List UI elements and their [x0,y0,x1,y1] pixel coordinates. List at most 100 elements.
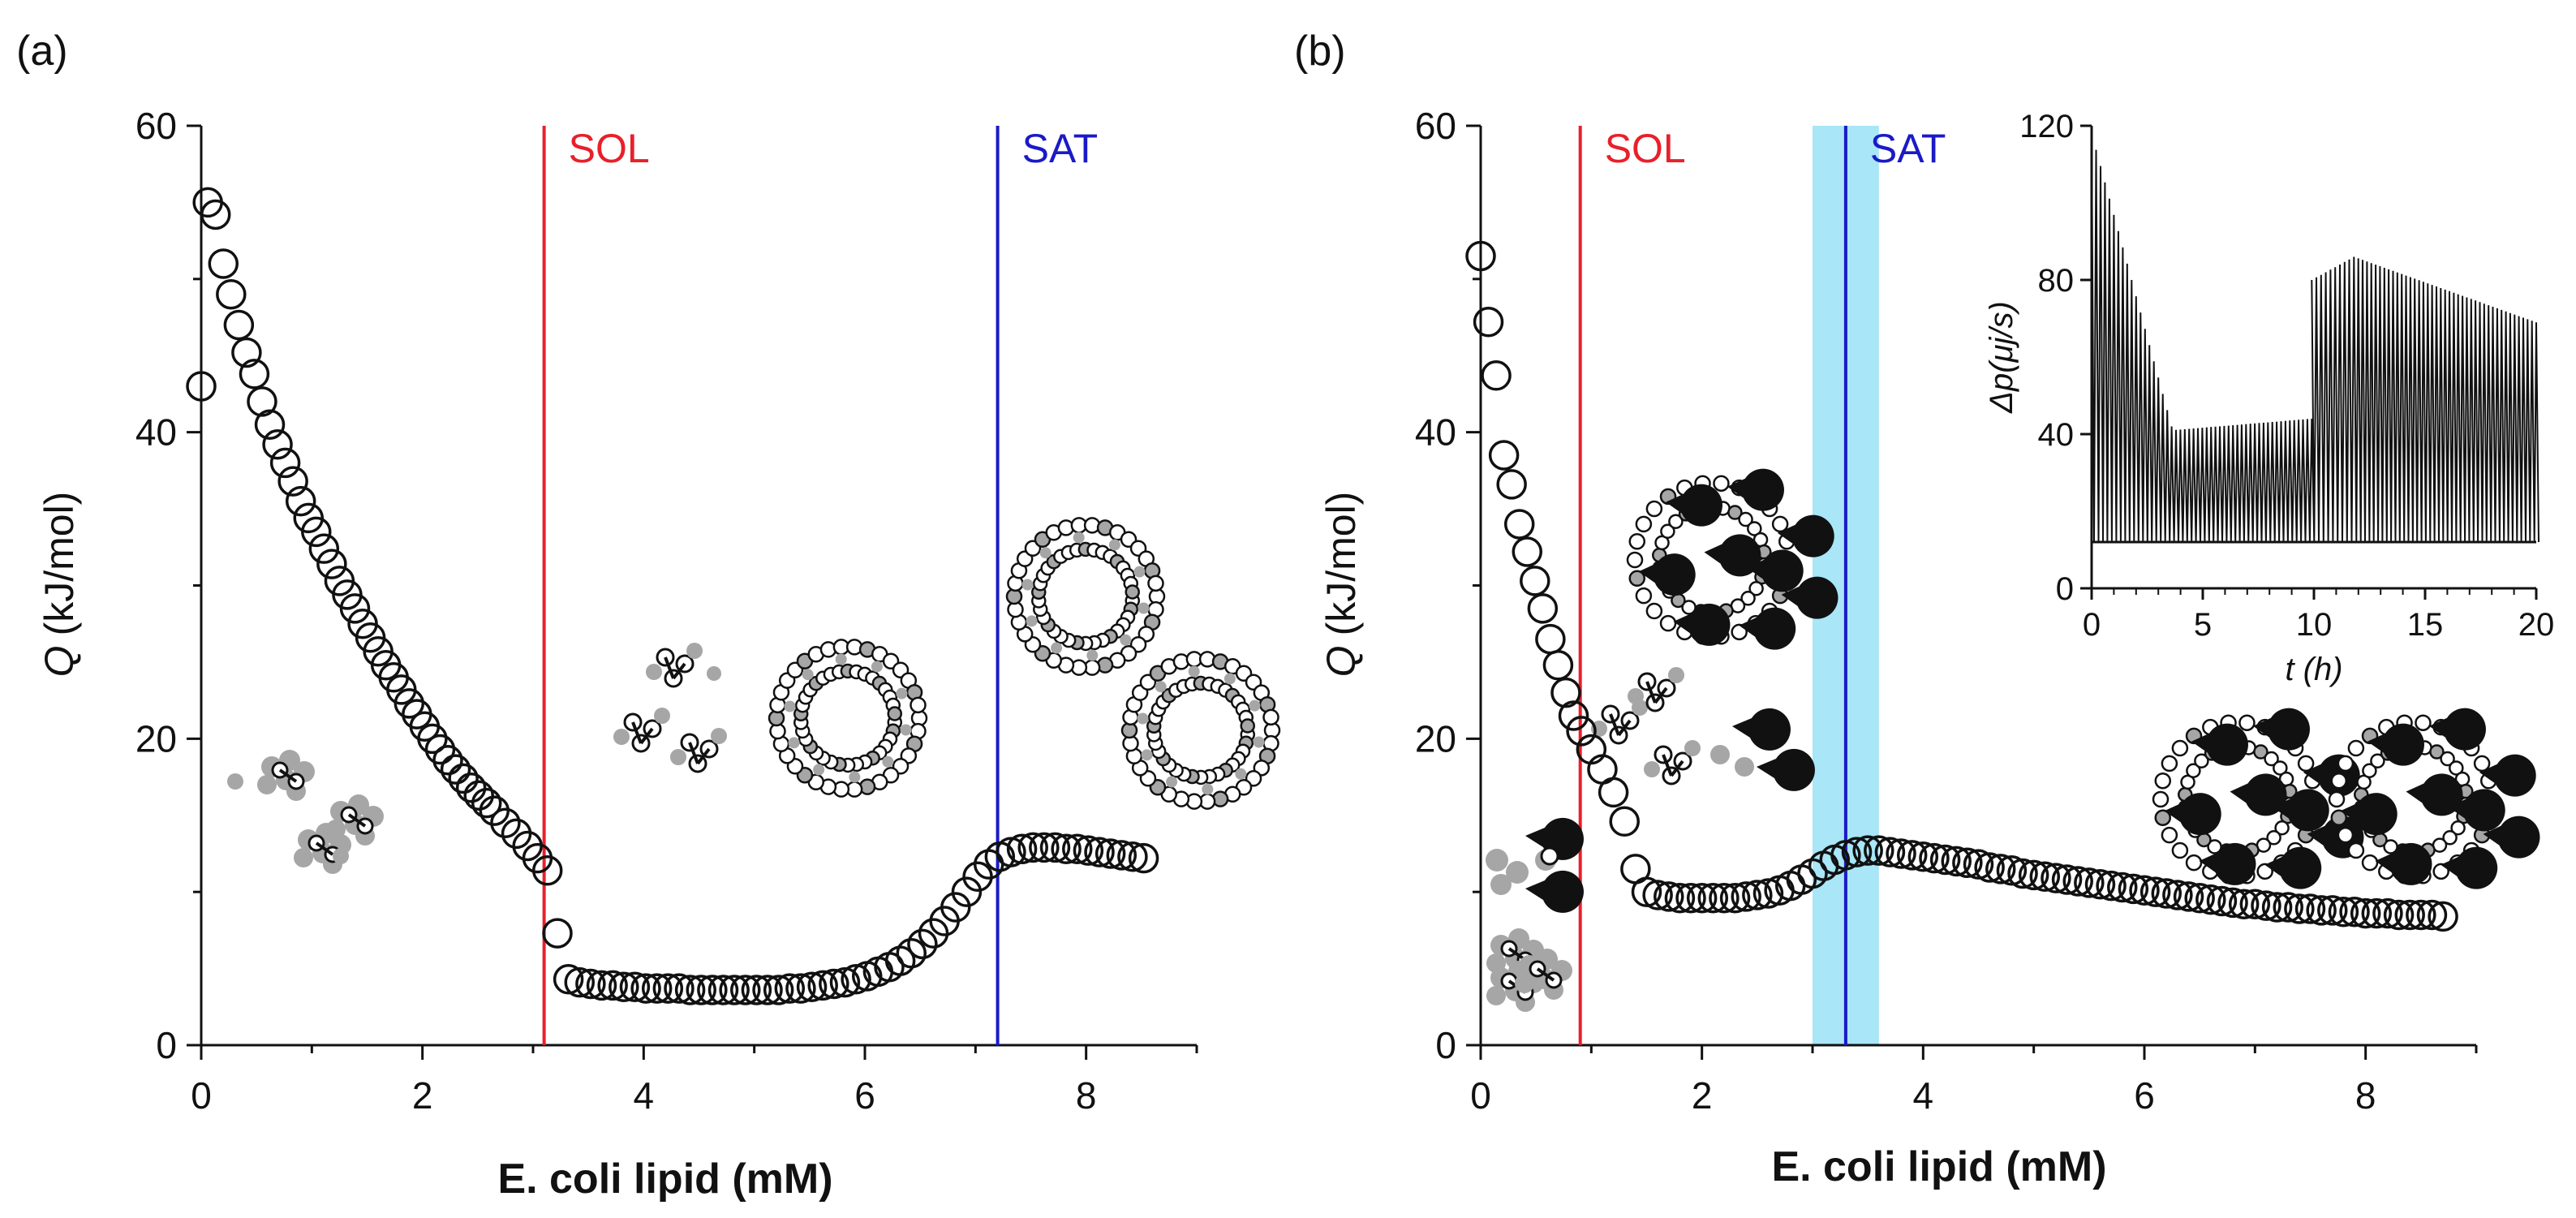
data-point [1731,881,1761,912]
data-point [247,386,277,417]
sat-label: SAT [1870,126,1946,171]
data-point [1675,882,1706,914]
x-tick-label: 6 [2134,1074,2155,1117]
data-point [2062,866,2093,897]
inset-x-label: t (h) [2285,652,2342,687]
data-point [531,854,563,886]
data-point [2339,896,2370,927]
x-tick-label: 0 [1470,1074,1491,1117]
ticks-a: 0 2 4 6 8 0 20 40 60 [135,105,1198,1117]
data-point [512,830,543,862]
data-point [2195,884,2226,915]
data-point [1094,838,1126,869]
data-point [619,971,651,1002]
data-point [231,337,262,368]
data-point [2096,870,2127,902]
data-point [1558,700,1589,731]
data-point [1550,677,1581,708]
data-point [2372,897,2403,929]
data-point [829,966,861,998]
data-point [2251,890,2281,921]
data-point [996,837,1026,867]
data-point [448,763,479,794]
vesicle-icon [1005,517,1166,676]
data-point [432,745,463,776]
data-point [1664,882,1696,914]
data-point [1527,593,1559,624]
data-point [2284,893,2315,924]
inset-x-tick-label: 10 [2296,607,2333,643]
data-point [1117,841,1148,872]
data-point [553,964,584,995]
data-point [609,971,639,1002]
data-point [1520,566,1550,596]
data-point [2041,863,2071,893]
vlines-a: SOL SAT [542,126,1099,1045]
data-point [796,971,828,1002]
data-point [262,429,293,460]
data-point [424,734,456,765]
data-point [216,278,247,310]
data-point [807,970,838,1001]
data-point [1106,840,1137,871]
data-point [277,466,308,497]
data-point [1654,881,1684,912]
data-point [1952,847,1983,879]
y-tick-label: 20 [135,717,177,760]
data-point [1963,849,1994,880]
data-point [339,593,371,624]
data-point [918,918,949,949]
panel-label-a: (a) [16,28,68,75]
svg-text:Q(kJ/mol): Q (kJ/mol) [37,492,82,678]
data-point [1062,833,1093,865]
data-point [417,723,448,755]
inset-power-trace: 0 5 10 15 20 0 40 80 120 t (h) Δp(μj/s) [1984,109,2554,687]
vesicle-icon [1120,651,1281,810]
inset-x-tick-label: 20 [2518,607,2555,643]
y-tick-label: 60 [135,105,177,147]
data-point [1084,837,1115,867]
data-point [2361,897,2393,929]
data-series-a [186,187,1159,1005]
data-point [1929,844,1961,876]
y-axis-label-a: Q (kJ/mol) [37,492,82,678]
data-point [1996,854,2028,886]
data-point [1864,835,1894,866]
data-point [1017,832,1048,863]
protein-micelle-illustration-left [1485,817,1584,1014]
data-point [1709,882,1740,914]
data-point [1481,360,1512,391]
inset-y-tick-label: 0 [2056,571,2074,607]
data-point [630,973,661,1004]
data-point [2239,889,2271,920]
sat-label: SAT [1022,126,1099,171]
inset-x-tick-label: 15 [2407,607,2444,643]
data-point [730,975,761,1005]
data-point [479,795,510,826]
data-point [907,928,938,960]
panel-label-b: (b) [1294,28,1346,75]
y-tick-label: 20 [1415,717,1456,760]
data-point [1542,649,1574,681]
data-point [1907,841,1939,872]
x-tick-label: 8 [2355,1074,2376,1117]
data-point [308,533,340,564]
data-point [542,918,573,949]
data-point [2084,868,2116,900]
data-point [1919,842,1950,874]
inset-y-tick-label: 40 [2038,417,2075,453]
y-tick-label: 40 [1415,411,1456,454]
inset-x-tick-label: 0 [2083,607,2101,643]
x-tick-label: 0 [191,1074,212,1117]
data-point [2051,864,2083,895]
data-point [2273,892,2303,923]
data-point [2261,892,2293,923]
data-point [2228,889,2260,920]
x-tick-label: 4 [634,1074,655,1117]
data-point [1073,835,1104,866]
data-point [2106,872,2138,903]
data-point [719,975,750,1005]
data-point [1752,878,1784,909]
x-axis-label-a: E. coli lipid (mM) [497,1156,832,1203]
vesicle-illustrations [768,517,1281,810]
